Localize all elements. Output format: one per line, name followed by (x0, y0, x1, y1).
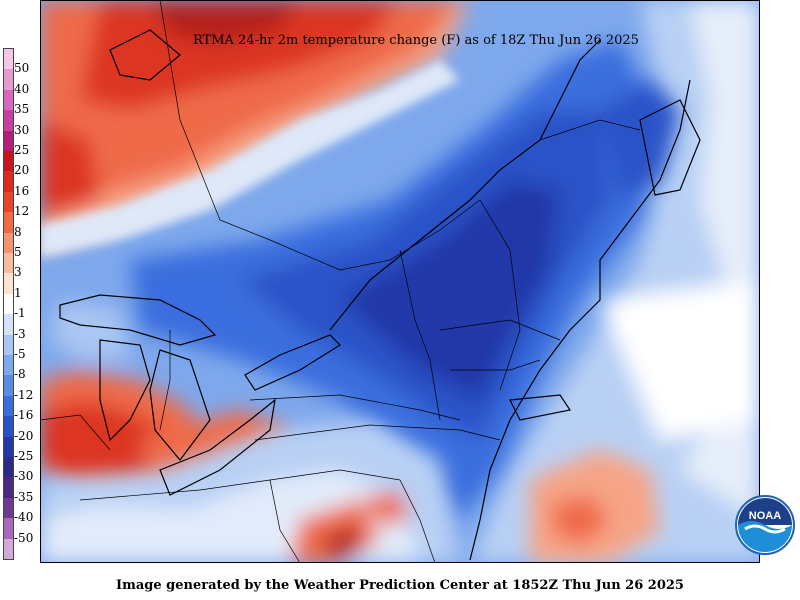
legend-swatch (4, 171, 13, 193)
legend-tick-label: -30 (14, 469, 34, 484)
legend-swatch (4, 497, 13, 519)
legend-tick-label: 16 (14, 183, 30, 198)
legend-swatch (4, 538, 13, 560)
noaa-logo-icon: NOAA (735, 495, 795, 555)
political-boundaries (40, 0, 641, 563)
legend-swatch (4, 89, 13, 111)
legend-tick-label: -5 (14, 347, 26, 361)
legend-swatch (4, 375, 13, 397)
legend-tick-label: -25 (14, 449, 34, 463)
transition-zone (40, 60, 460, 258)
canada-warm-region (40, 0, 470, 250)
legend-swatch (4, 130, 13, 152)
legend-swatch (4, 355, 13, 376)
legend-tick-label: 5 (14, 245, 22, 259)
legend-swatch (4, 395, 13, 417)
legend-tick-label: -50 (14, 530, 34, 545)
legend-tick-label: -8 (14, 367, 26, 382)
legend-tick-label: 50 (14, 61, 30, 76)
legend-swatch (4, 436, 13, 458)
legend-tick-label: 8 (14, 224, 22, 239)
generation-footer: Image generated by the Weather Predictio… (116, 578, 684, 593)
legend-tick-label: -35 (14, 489, 34, 504)
southern-light-region (40, 420, 460, 563)
legend-tick-label: 35 (14, 102, 30, 117)
legend-swatch (4, 110, 13, 132)
legend-tick-label: 25 (14, 143, 30, 157)
color-legend-bar (3, 48, 14, 560)
legend-swatch (4, 69, 13, 91)
ocean-cool-field (470, 0, 760, 563)
coastlines (59, 29, 701, 561)
legend-swatch (4, 232, 13, 254)
legend-tick-label: -12 (14, 387, 34, 402)
legend-swatch (4, 334, 13, 356)
legend-tick-label: -16 (14, 408, 34, 423)
noaa-logo-text: NOAA (749, 510, 781, 522)
legend-swatch (4, 191, 13, 213)
legend-tick-label: 30 (14, 122, 30, 137)
legend-tick-label: -1 (14, 306, 26, 321)
legend-tick-label: -40 (14, 510, 34, 525)
legend-swatch (4, 212, 13, 234)
legend-swatch (4, 49, 13, 70)
legend-tick-label: 12 (14, 204, 30, 219)
legend-swatch (4, 518, 13, 540)
legend-tick-label: -20 (14, 428, 34, 443)
legend-swatch (4, 314, 13, 336)
legend-swatch (4, 457, 13, 478)
offshore-warm-patch (530, 450, 660, 563)
northeast-cool-core (130, 40, 680, 520)
legend-tick-label: -3 (14, 326, 26, 341)
map-title: RTMA 24-hr 2m temperature change (F) as … (193, 33, 639, 48)
legend-tick-label: 3 (14, 265, 22, 280)
temperature-change-map (40, 0, 760, 563)
legend-swatch (4, 273, 13, 295)
legend-swatch (4, 477, 13, 499)
legend-tick-label: 1 (14, 285, 22, 300)
legend-swatch (4, 151, 13, 172)
legend-tick-label: 20 (14, 163, 30, 178)
legend-swatch (4, 253, 13, 274)
legend-swatch (4, 293, 13, 315)
legend-swatch (4, 416, 13, 438)
legend-tick-label: 40 (14, 81, 30, 96)
